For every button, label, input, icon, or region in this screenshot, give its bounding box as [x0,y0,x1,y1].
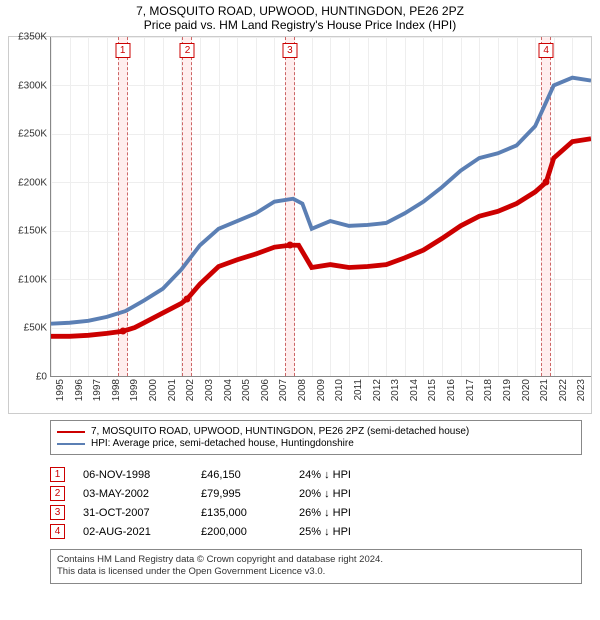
x-tick-label: 2021 [539,379,550,401]
x-tick-label: 2001 [167,379,178,401]
x-tick-label: 2015 [427,379,438,401]
x-tick-label: 2007 [278,379,289,401]
sale-date: 03-MAY-2002 [83,488,183,500]
x-tick-label: 2004 [223,379,234,401]
legend: 7, MOSQUITO ROAD, UPWOOD, HUNTINGDON, PE… [50,420,582,455]
y-tick-label: £0 [36,372,47,383]
line-svg [51,37,591,376]
footer-line2: This data is licensed under the Open Gov… [57,566,575,578]
sale-dot [543,179,550,186]
x-tick-label: 1996 [74,379,85,401]
sale-dot [286,242,293,249]
sale-marker-label: 3 [282,43,297,58]
sale-price: £200,000 [201,526,281,538]
sale-marker-label: 1 [115,43,130,58]
sale-dot [184,295,191,302]
x-tick-label: 2008 [297,379,308,401]
x-tick-label: 2013 [390,379,401,401]
sale-marker-label: 2 [180,43,195,58]
sale-dot [119,328,126,335]
sales-table-row: 2 03-MAY-2002 £79,995 20% ↓ HPI [50,486,582,501]
series-hpi [51,78,591,324]
sales-table-row: 3 31-OCT-2007 £135,000 26% ↓ HPI [50,505,582,520]
chart-subtitle: Price paid vs. HM Land Registry's House … [8,18,592,32]
x-tick-label: 2014 [409,379,420,401]
sale-price: £79,995 [201,488,281,500]
chart-title: 7, MOSQUITO ROAD, UPWOOD, HUNTINGDON, PE… [8,4,592,18]
sales-table: 1 06-NOV-1998 £46,150 24% ↓ HPI 2 03-MAY-2002… [50,463,582,543]
legend-label: 7, MOSQUITO ROAD, UPWOOD, HUNTINGDON, PE… [91,426,469,437]
sale-number: 1 [50,467,65,482]
sale-pct-vs-hpi: 25% ↓ HPI [299,526,379,538]
x-tick-label: 2010 [334,379,345,401]
sale-number: 4 [50,524,65,539]
x-tick-label: 2018 [483,379,494,401]
x-tick-label: 2003 [204,379,215,401]
y-tick-label: £150K [18,226,47,237]
sales-table-row: 4 02-AUG-2021 £200,000 25% ↓ HPI [50,524,582,539]
sale-pct-vs-hpi: 26% ↓ HPI [299,507,379,519]
sale-price: £46,150 [201,469,281,481]
y-tick-label: £350K [18,32,47,43]
x-tick-label: 2006 [260,379,271,401]
plot-area: 1 2 3 4 [51,37,591,377]
sale-pct-vs-hpi: 20% ↓ HPI [299,488,379,500]
y-tick-label: £200K [18,177,47,188]
y-tick-label: £100K [18,274,47,285]
x-tick-label: 2005 [241,379,252,401]
y-tick-label: £250K [18,129,47,140]
x-tick-label: 1997 [92,379,103,401]
sale-date: 31-OCT-2007 [83,507,183,519]
x-tick-label: 2011 [353,379,364,401]
sales-table-row: 1 06-NOV-1998 £46,150 24% ↓ HPI [50,467,582,482]
x-tick-label: 2016 [446,379,457,401]
x-tick-label: 2009 [316,379,327,401]
sale-number: 2 [50,486,65,501]
legend-item: HPI: Average price, semi-detached house,… [57,438,575,449]
x-tick-label: 2017 [465,379,476,401]
sale-marker-label: 4 [539,43,554,58]
y-axis: £0£50K£100K£150K£200K£250K£300K£350K [9,37,51,377]
x-axis: 1995 1996 1997 1998 1999 2000 2001 2002 2003 2004… [51,377,591,413]
x-tick-label: 2012 [372,379,383,401]
x-tick-label: 2002 [185,379,196,401]
x-tick-label: 2023 [576,379,587,401]
x-tick-label: 2019 [502,379,513,401]
x-tick-label: 2020 [521,379,532,401]
sale-price: £135,000 [201,507,281,519]
chart-container: £0£50K£100K£150K£200K£250K£300K£350K 123… [8,36,592,414]
x-tick-label: 1995 [55,379,66,401]
legend-label: HPI: Average price, semi-detached house,… [91,438,354,449]
footer-line1: Contains HM Land Registry data © Crown c… [57,554,575,566]
sale-number: 3 [50,505,65,520]
x-tick-label: 2000 [148,379,159,401]
x-tick-label: 1998 [111,379,122,401]
legend-item: 7, MOSQUITO ROAD, UPWOOD, HUNTINGDON, PE… [57,426,575,437]
sale-pct-vs-hpi: 24% ↓ HPI [299,469,379,481]
y-tick-label: £50K [24,323,47,334]
x-tick-label: 1999 [129,379,140,401]
footer-attribution: Contains HM Land Registry data © Crown c… [50,549,582,584]
legend-swatch [57,431,85,433]
y-tick-label: £300K [18,80,47,91]
x-tick-label: 2022 [558,379,569,401]
legend-swatch [57,443,85,445]
sale-date: 06-NOV-1998 [83,469,183,481]
sale-date: 02-AUG-2021 [83,526,183,538]
